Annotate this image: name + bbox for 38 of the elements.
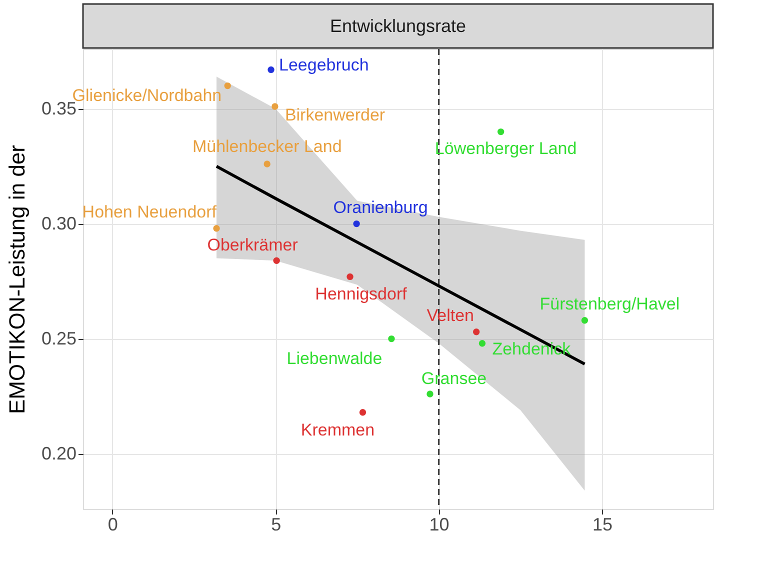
point [353, 220, 360, 228]
x-tick-label: 0 [108, 514, 118, 534]
point [264, 160, 270, 168]
series-label: Gransee [421, 369, 487, 388]
series-label: Fürstenberg/Havel [540, 294, 680, 314]
point [273, 257, 280, 264]
series-label: Liebenwalde [286, 348, 382, 368]
point [426, 390, 434, 398]
x-tick-label: 10 [429, 514, 450, 534]
point [581, 317, 588, 324]
chart-title: Entwicklungsrate [330, 16, 466, 36]
series-label: Oranienburg [333, 198, 428, 217]
point [268, 66, 274, 74]
point [359, 409, 366, 416]
series-label: Velten [426, 306, 474, 325]
series-label: Löwenberger Land [434, 138, 577, 158]
point [472, 328, 480, 336]
series-label: Mühlenbecker Land [192, 137, 342, 156]
point [497, 128, 504, 136]
point [272, 103, 278, 110]
y-tick-label: 0.30 [41, 213, 76, 234]
series-label: Hohen Neuendorf [82, 202, 217, 222]
y-tick-label: 0.20 [41, 443, 76, 464]
x-tick-label: 15 [592, 514, 613, 534]
series-label: Leegebruch [279, 56, 369, 75]
point [388, 335, 395, 342]
point [346, 273, 354, 280]
point [224, 82, 231, 90]
series-label: Glienicke/Nordbahn [72, 86, 222, 105]
series-label: Hennigsdorf [315, 284, 408, 304]
series-label: Oberkrämer [207, 236, 298, 255]
y-axis-title: EMOTIKON-Leistung in der [4, 145, 30, 414]
point [213, 225, 220, 232]
point [478, 340, 486, 347]
x-tick-label: 5 [271, 514, 282, 534]
y-tick-label: 0.25 [41, 328, 76, 348]
series-label: Birkenwerder [284, 106, 386, 124]
series-label: Kremmen [300, 420, 375, 440]
